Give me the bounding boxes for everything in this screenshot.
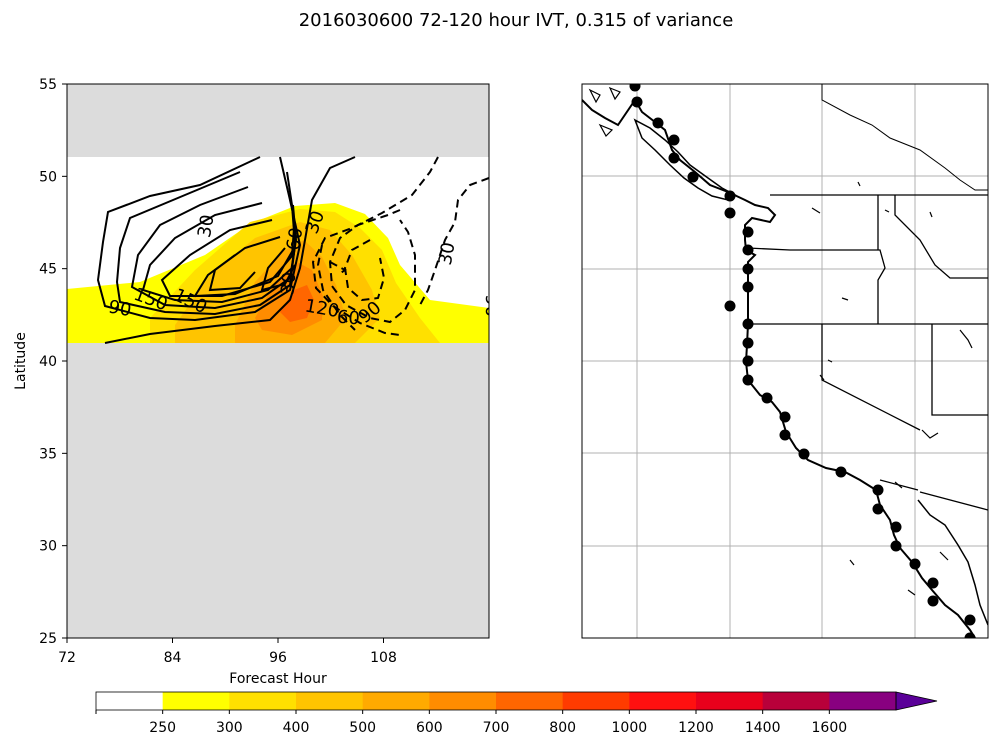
station-point — [724, 300, 736, 312]
colorbar-cell — [829, 692, 897, 710]
station-point — [779, 429, 791, 441]
y-tick-label: 50 — [39, 169, 57, 185]
colorbar-tick-label: 1000 — [612, 720, 648, 736]
station-point — [631, 96, 643, 108]
contour-label: 90 — [107, 296, 133, 321]
contour-label: 30 — [194, 213, 219, 239]
x-tick-label: 108 — [370, 650, 397, 666]
colorbar-cell — [562, 692, 630, 710]
colorbar-tick-label: 500 — [349, 720, 376, 736]
y-tick-label: 45 — [39, 262, 57, 278]
right-map — [581, 83, 989, 639]
station-point — [835, 466, 847, 478]
washington-oregon-border — [747, 247, 886, 324]
colorbar-tick-label: 800 — [549, 720, 576, 736]
colorbar-cells — [96, 692, 897, 710]
bc-coast-border — [821, 84, 988, 191]
map-gridlines — [582, 84, 988, 638]
y-tick-label: 40 — [39, 354, 57, 370]
station-point — [964, 632, 976, 638]
y-tick-label: 55 — [39, 77, 57, 93]
contour-label: 30 — [277, 271, 300, 296]
x-axis-ticks: 72 84 96 108 — [58, 638, 397, 666]
colorbar-cell — [629, 692, 697, 710]
station-point — [742, 355, 754, 367]
station-point — [909, 558, 921, 570]
colorbar-cell — [362, 692, 430, 710]
station-point — [742, 374, 754, 386]
colorbar-cell — [162, 692, 230, 710]
colorbar-cell — [296, 692, 364, 710]
station-point — [724, 190, 736, 202]
colorbar-extend-arrow — [895, 691, 938, 711]
colorbar-ticks: 250 300 400 500 600 700 800 1000 1200 1400 1600 — [95, 710, 848, 736]
idaho-border — [877, 195, 988, 279]
station-point — [652, 117, 664, 129]
islands — [588, 86, 973, 596]
y-axis-ticks: 25 30 35 40 45 50 55 — [39, 77, 67, 647]
station-point — [761, 392, 773, 404]
x-tick-label: 96 — [269, 650, 287, 666]
station-point — [927, 577, 939, 589]
station-point — [668, 152, 680, 164]
negative-contours — [311, 156, 489, 336]
colorbar-tick-label: 1200 — [678, 720, 714, 736]
baja-gulf-coast — [917, 499, 988, 626]
station-point — [687, 171, 699, 183]
station-points — [629, 84, 976, 638]
station-point — [872, 503, 884, 515]
station-point — [742, 226, 754, 238]
station-point — [890, 540, 902, 552]
contour-label: 90 — [481, 294, 502, 317]
y-axis-label: Latitude — [13, 332, 29, 390]
station-point — [742, 244, 754, 256]
station-point — [890, 521, 902, 533]
station-point — [742, 263, 754, 275]
y-tick-label: 30 — [39, 539, 57, 555]
positive-contours — [96, 156, 356, 344]
colorbar-tick-label: 700 — [483, 720, 510, 736]
station-point — [742, 318, 754, 330]
station-point — [798, 448, 810, 460]
colorbar-tick-label: 400 — [283, 720, 310, 736]
x-tick-label: 72 — [58, 650, 76, 666]
colorbar-tick-label: 1400 — [745, 720, 781, 736]
contour-label: 30 — [435, 241, 460, 267]
x-tick-label: 84 — [164, 650, 182, 666]
california-nevada-border — [821, 324, 921, 431]
station-point — [629, 84, 641, 92]
colorbar-cell — [429, 692, 497, 710]
station-point — [779, 411, 791, 423]
contour-label: 60 — [283, 226, 308, 252]
colorbar-tick-label: 1600 — [812, 720, 848, 736]
station-point — [872, 484, 884, 496]
colorbar-cell — [229, 692, 297, 710]
colorbar: 250 300 400 500 600 700 800 1000 1200 1400 1600 — [95, 691, 938, 736]
y-tick-label: 35 — [39, 446, 57, 462]
y-tick-label: 25 — [39, 631, 57, 647]
political-boundaries — [747, 84, 988, 511]
colorbar-cell — [96, 692, 164, 710]
colorbar-tick-label: 250 — [149, 720, 176, 736]
ivt-fill-700 — [280, 285, 314, 322]
colorbar-cell — [696, 692, 764, 710]
contour-label: 60 — [336, 307, 361, 330]
colorbar-tick-label: 600 — [416, 720, 443, 736]
figure-title: 2016030600 72-120 hour IVT, 0.315 of var… — [299, 10, 734, 31]
station-point — [668, 134, 680, 146]
colorbar-cell — [762, 692, 830, 710]
x-axis-label: Forecast Hour — [229, 671, 327, 687]
right-axes-frame — [581, 83, 989, 639]
station-point — [724, 207, 736, 219]
station-point — [742, 281, 754, 293]
station-point — [964, 614, 976, 626]
station-point — [927, 595, 939, 607]
colorbar-tick-label: 300 — [216, 720, 243, 736]
station-point — [742, 337, 754, 349]
colorbar-cell — [496, 692, 564, 710]
nevada-arizona-border — [931, 324, 988, 416]
